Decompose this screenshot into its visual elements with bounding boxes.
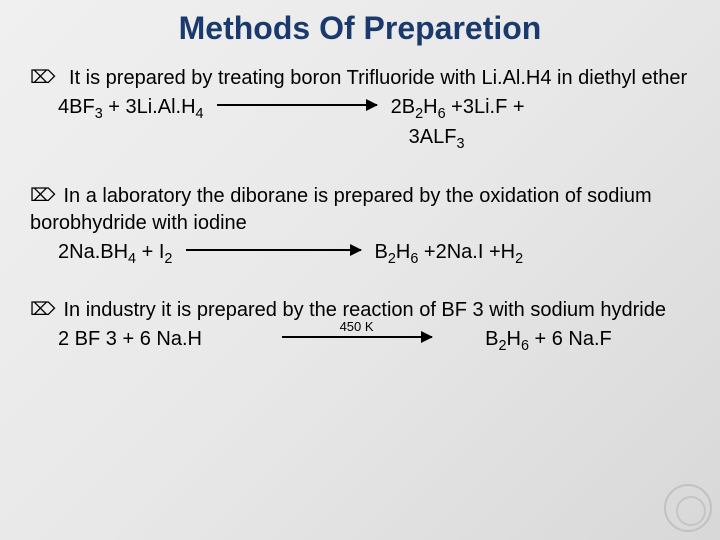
eq3-right: B2H6 + 6 Na.F bbox=[485, 326, 612, 356]
eq2-sub1: 4 bbox=[128, 251, 136, 267]
eq1-right-d: 3ALF bbox=[409, 126, 457, 148]
equation-2: 2Na.BH4 + I2 B2H6 +2Na.I +H2 bbox=[30, 239, 690, 269]
arrow-icon bbox=[217, 104, 377, 106]
eq2-sub5: 2 bbox=[515, 251, 523, 267]
bullet-3: ⌦In industry it is prepared by the react… bbox=[30, 297, 690, 356]
slide-container: Methods Of Preparetion ⌦ It is prepared … bbox=[0, 0, 720, 540]
eq2-left: 2Na.BH4 + I2 bbox=[58, 239, 172, 269]
eq3-sub2: 6 bbox=[521, 338, 529, 354]
page-title: Methods Of Preparetion bbox=[30, 10, 690, 47]
corner-decoration-icon bbox=[664, 484, 712, 532]
bullet-2-text: In a laboratory the diborane is prepared… bbox=[30, 185, 652, 234]
bullet-marker-icon: ⌦ bbox=[30, 183, 55, 207]
eq1-sub4: 6 bbox=[438, 106, 446, 122]
bullet-marker-icon: ⌦ bbox=[30, 65, 55, 89]
eq1-sub3: 2 bbox=[415, 106, 423, 122]
eq1-right-b: H bbox=[423, 96, 437, 118]
eq2-sub3: 2 bbox=[388, 251, 396, 267]
eq2-right-a: B bbox=[375, 241, 388, 263]
eq1-left: 4BF3 + 3Li.Al.H4 bbox=[58, 94, 204, 124]
eq1-sub1: 3 bbox=[95, 106, 103, 122]
arrow-label: 450 K bbox=[340, 318, 374, 336]
eq3-right-c: + 6 Na.F bbox=[529, 328, 612, 350]
eq1-left-a: 4BF bbox=[58, 96, 95, 118]
eq1-right-a: 2B bbox=[391, 96, 415, 118]
equation-1: 4BF3 + 3Li.Al.H4 2B2H6 +3Li.F + 3ALF3 bbox=[30, 94, 690, 155]
eq3-left: 2 BF 3 + 6 Na.H bbox=[58, 326, 268, 353]
eq2-right-c: +2Na.I +H bbox=[418, 241, 515, 263]
eq3-right-a: B bbox=[485, 328, 498, 350]
bullet-1: ⌦ It is prepared by treating boron Trifl… bbox=[30, 65, 690, 155]
eq1-sub2: 4 bbox=[196, 106, 204, 122]
bullet-marker-icon: ⌦ bbox=[30, 297, 55, 321]
bullet-1-text: It is prepared by treating boron Trifluo… bbox=[63, 67, 687, 89]
eq1-right: 2B2H6 +3Li.F + 3ALF3 bbox=[391, 94, 525, 155]
eq2-right: B2H6 +2Na.I +H2 bbox=[375, 239, 524, 269]
eq2-left-a: 2Na.BH bbox=[58, 241, 128, 263]
eq1-sub5: 3 bbox=[456, 136, 464, 152]
bullet-2: ⌦In a laboratory the diborane is prepare… bbox=[30, 183, 690, 269]
eq2-left-b: + I bbox=[136, 241, 164, 263]
equation-3: 2 BF 3 + 6 Na.H 450 K B2H6 + 6 Na.F bbox=[30, 326, 690, 356]
eq1-right-c: +3Li.F + bbox=[446, 96, 525, 118]
eq3-arrow-wrap: 450 K bbox=[274, 326, 440, 353]
eq2-right-b: H bbox=[396, 241, 410, 263]
arrow-icon: 450 K bbox=[282, 336, 432, 338]
eq3-right-b: H bbox=[506, 328, 520, 350]
eq2-sub2: 2 bbox=[164, 251, 172, 267]
eq1-left-b: + 3Li.Al.H bbox=[103, 96, 196, 118]
arrow-icon bbox=[186, 249, 361, 251]
